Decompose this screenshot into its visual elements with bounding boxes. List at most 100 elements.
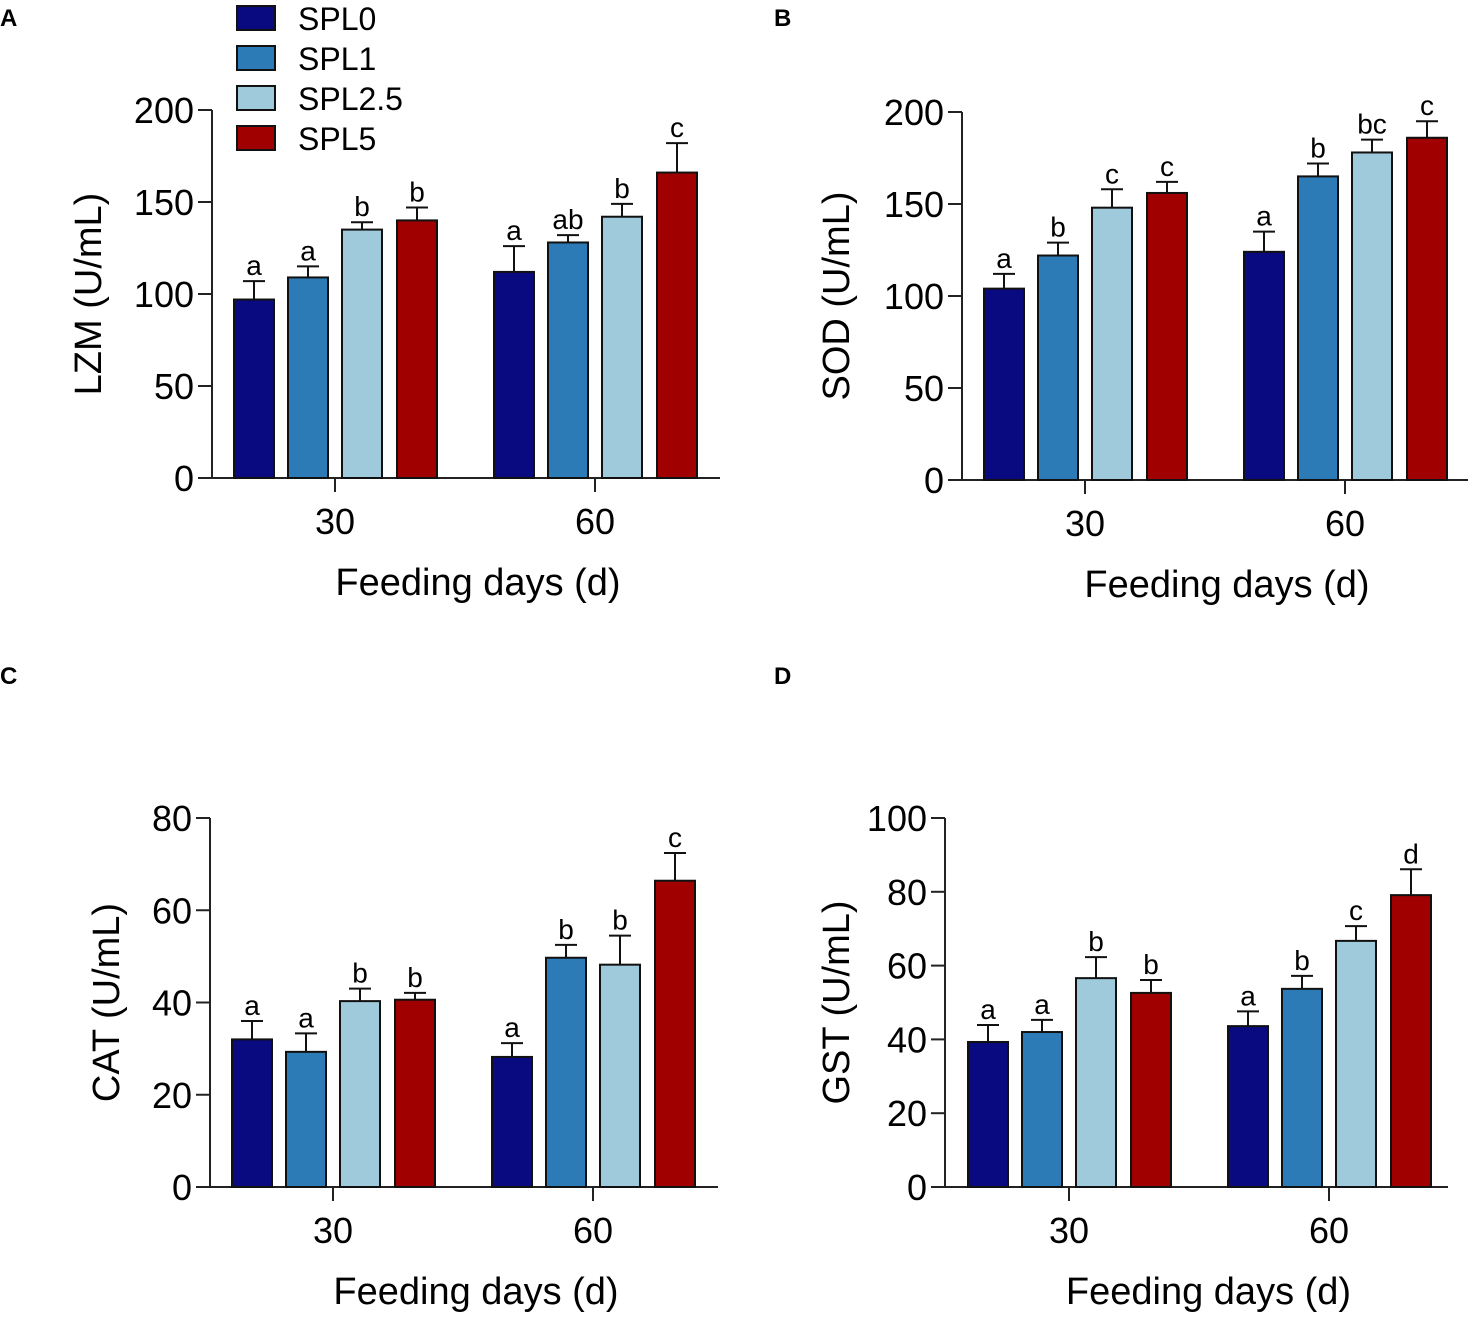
panel-c-y-tick-label: 60 [152,890,192,931]
panel-c-y-tick-label: 0 [172,1167,192,1208]
panel-d-bar [1390,894,1432,1188]
panel-d-bar [1281,987,1323,1188]
panel-d-y-tick-label: 100 [867,798,927,839]
panel-c-y-axis-label: CAT (U/mL) [86,903,128,1102]
panel-a-bar [396,219,438,479]
panel-c-x-tick-label: 30 [313,1210,353,1251]
legend-swatch-spl1 [236,45,276,71]
panel-a-significance-letter: a [506,215,522,246]
legend-label-spl5: SPL5 [298,121,376,157]
panel-a-x-axis-label: Feeding days (d) [335,562,620,604]
panel-c-significance-letter: b [558,914,574,945]
panel-d-x-axis-label: Feeding days (d) [1066,1271,1351,1313]
panel-d-x-tick-label: 60 [1309,1210,1349,1251]
panel-a-significance-letter: a [246,250,262,281]
panel-c-bar [545,956,587,1188]
panel-d-y-tick-label: 0 [907,1167,927,1208]
panel-b-bar [1351,151,1393,481]
panel-d-x-tick-label: 30 [1049,1210,1089,1251]
panel-a-y-tick-label: 0 [174,458,194,499]
panel-letter-b: B [774,5,791,32]
panel-a-bar [601,215,643,479]
panel-d-bar [1227,1025,1269,1188]
panel-b-significance-letter: c [1420,90,1434,121]
panel-a-bar [341,228,383,479]
panel-b-y-tick-label: 150 [884,184,944,225]
panel-c-bar [599,963,641,1188]
panel-d-significance-letter: c [1349,895,1363,926]
panel-b-bar [1406,136,1448,481]
panel-c-bar [231,1038,273,1189]
panel-a-bar [493,270,535,480]
panel-c-y-tick-label: 80 [152,798,192,839]
panel-d-bar [1075,977,1117,1188]
panel-d-y-tick-label: 60 [887,946,927,987]
panel-b-bar [983,287,1025,482]
legend-swatch-spl2-5 [236,85,276,111]
panel-a-significance-letter: b [409,177,425,208]
panel-d-significance-letter: b [1294,945,1310,976]
panel-c-bar [394,998,436,1188]
panel-a-bar [547,241,589,479]
panel-b-significance-letter: c [1160,151,1174,182]
panel-b-bar [1091,206,1133,481]
panel-b-y-axis-label: SOD (U/mL) [816,192,858,401]
panel-c-significance-letter: b [352,958,368,989]
panel-d-significance-letter: d [1403,838,1419,869]
panel-d-significance-letter: a [1034,989,1050,1020]
panel-d-significance-letter: b [1088,926,1104,957]
panel-d-y-axis-label: GST (U/mL) [816,900,858,1104]
legend-label-spl1: SPL1 [298,41,376,77]
panel-c-x-tick-label: 60 [573,1210,613,1251]
panel-c-significance-letter: b [407,962,423,993]
panel-b-bar [1243,250,1285,481]
panel-c-bar [491,1055,533,1188]
panel-a-significance-letter: b [614,173,630,204]
panel-a-significance-letter: b [354,191,370,222]
panel-b-significance-letter: a [1256,201,1272,232]
panel-c-significance-letter: a [244,990,260,1021]
panel-d-y-tick-label: 80 [887,872,927,913]
panel-b-x-tick-label: 30 [1065,503,1105,544]
panel-a-x-tick-label: 30 [315,501,355,542]
panel-letter-c: C [0,663,17,690]
panel-a-bar [656,171,698,479]
panel-d-significance-letter: a [1240,980,1256,1011]
panel-b-significance-letter: c [1105,158,1119,189]
panel-c-significance-letter: a [504,1012,520,1043]
panel-b-y-tick-label: 0 [924,460,944,501]
panel-d-bar [1335,939,1377,1189]
panel-c-y-tick-label: 40 [152,983,192,1024]
panel-a-y-tick-label: 50 [154,366,194,407]
panel-a-significance-letter: a [300,235,316,266]
panel-c-bar [339,1000,381,1189]
panel-b-y-tick-label: 200 [884,92,944,133]
panel-d-y-tick-label: 20 [887,1093,927,1134]
panel-a-bar [287,276,329,479]
legend-label-spl2-5: SPL2.5 [298,81,403,117]
panel-a-significance-letter: ab [552,204,583,235]
panel-b-bar [1297,175,1339,481]
panel-c-x-axis-label: Feeding days (d) [333,1271,618,1313]
panel-d-y-tick-label: 40 [887,1019,927,1060]
panel-a-bar [233,298,275,479]
panel-c-significance-letter: a [298,1002,314,1033]
panel-b-significance-letter: bc [1357,109,1387,140]
panel-a-y-tick-label: 100 [134,274,194,315]
panel-b-y-tick-label: 100 [884,276,944,317]
panel-b-bar [1146,191,1188,482]
panel-a-significance-letter: c [670,112,684,143]
panel-b-significance-letter: a [996,243,1012,274]
panel-b-significance-letter: b [1050,212,1066,243]
panel-b-y-tick-label: 50 [904,368,944,409]
panel-c-significance-letter: b [612,905,628,936]
panel-b-significance-letter: b [1310,133,1326,164]
panel-c-y-tick-label: 20 [152,1075,192,1116]
panel-c-significance-letter: c [668,822,682,853]
legend-swatch-spl0 [236,5,276,31]
panel-a-y-tick-label: 150 [134,182,194,223]
legend-swatch-spl5 [236,125,276,151]
panel-a-x-tick-label: 60 [575,501,615,542]
panel-c-bar [285,1050,327,1189]
panel-b-bar [1037,254,1079,481]
